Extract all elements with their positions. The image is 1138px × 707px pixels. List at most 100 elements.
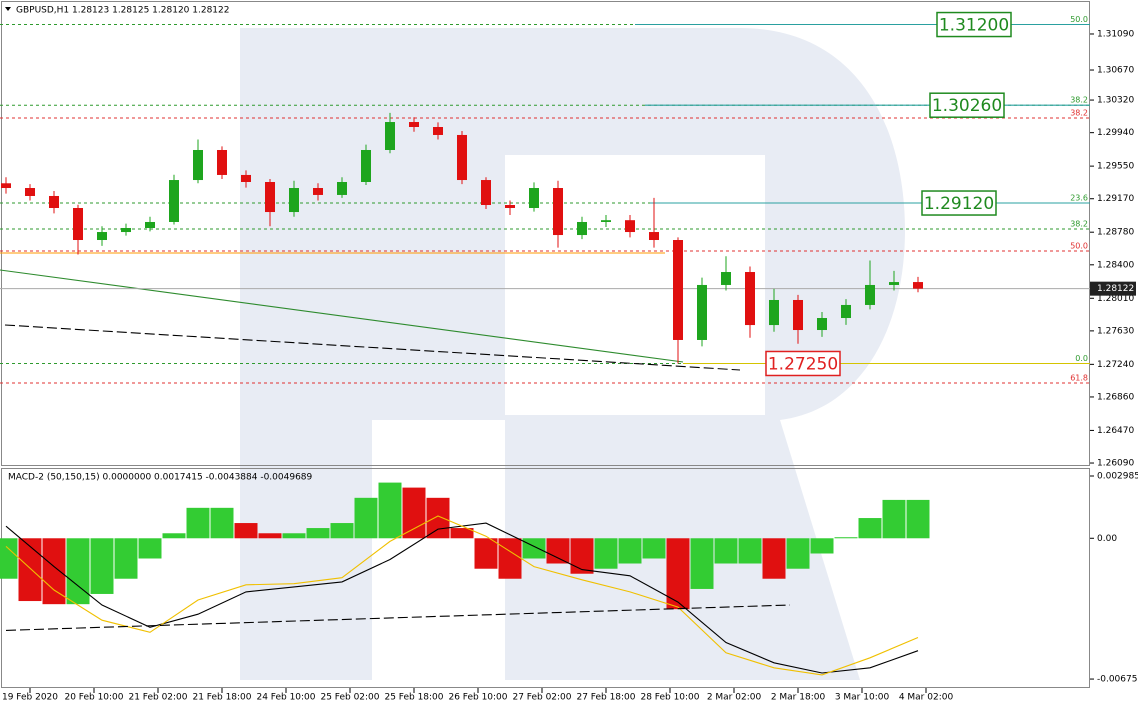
- price-callout-box: [765, 350, 841, 377]
- candle-body: [337, 182, 347, 195]
- x-tick-label: 2 Mar 18:00: [771, 693, 826, 703]
- histogram-bar: [234, 523, 258, 539]
- x-tick-label: 2 Mar 02:00: [707, 693, 762, 703]
- candle-body: [1, 183, 11, 189]
- line: [5, 515, 919, 676]
- candle-body: [313, 188, 323, 195]
- chart-title: GBPUSD,H1 1.28123 1.28125 1.28120 1.2812…: [16, 6, 229, 16]
- histogram-bar: [642, 538, 666, 559]
- histogram-bar: [618, 538, 642, 564]
- histogram-bar: [762, 538, 786, 579]
- histogram-bar: [810, 538, 834, 554]
- last-price-label: 1.28122: [1097, 284, 1134, 294]
- line: [0, 269, 684, 363]
- y-tick-label: 1.26860: [1097, 392, 1134, 402]
- y-tick-label: 1.30320: [1097, 96, 1134, 106]
- price-callout-label: 1.27250: [768, 354, 838, 374]
- price-callout-label: 1.29120: [924, 194, 994, 214]
- histogram-bar: [522, 538, 546, 559]
- histogram-bar: [0, 538, 18, 579]
- candle-body: [505, 204, 515, 209]
- line: [4, 324, 741, 371]
- y-tick-label: 0.00: [1097, 534, 1117, 544]
- fib-label: 38.2: [1070, 220, 1088, 229]
- candle-body: [625, 220, 635, 233]
- x-tick-label: 28 Feb 10:00: [640, 693, 699, 703]
- y-tick-label: 1.26470: [1097, 426, 1134, 436]
- fib-label: 0.0: [1075, 354, 1088, 363]
- y-tick-label: -0.006751: [1097, 675, 1138, 685]
- histogram-bar: [570, 538, 594, 574]
- price-callout-box: [921, 190, 997, 216]
- candle-body: [697, 284, 707, 340]
- y-tick-label: 1.28400: [1097, 260, 1134, 270]
- x-tick-label: 4 Mar 02:00: [899, 693, 954, 703]
- candle-body: [121, 227, 131, 233]
- histogram-bar: [186, 507, 210, 539]
- x-tick-label: 25 Feb 18:00: [384, 693, 443, 703]
- candle-body: [889, 282, 899, 285]
- histogram-bar: [330, 523, 354, 539]
- candle-body: [457, 134, 467, 181]
- price-callout-box: [929, 92, 1005, 118]
- y-tick-label: 1.29940: [1097, 128, 1134, 138]
- candle-body: [25, 188, 35, 196]
- candle-body: [769, 299, 779, 326]
- x-tick-label: 26 Feb 10:00: [448, 693, 507, 703]
- histogram-bar: [714, 538, 738, 564]
- candle-body: [289, 188, 299, 213]
- histogram-bar: [258, 533, 282, 539]
- candle-body: [433, 126, 443, 135]
- histogram-bar: [834, 537, 858, 539]
- fib-label: 38.2: [1070, 96, 1088, 105]
- candle-body: [73, 208, 83, 241]
- histogram-bar: [594, 538, 618, 569]
- candle-body: [793, 299, 803, 331]
- watermark: [240, 28, 905, 680]
- line: [5, 604, 791, 631]
- histogram-bar: [162, 533, 186, 539]
- histogram-bar: [858, 518, 882, 539]
- candle-body: [49, 195, 59, 209]
- candle-body: [217, 149, 227, 175]
- histogram-bar: [450, 528, 474, 539]
- macd-title: MACD-2 (50,150,15) 0.0000000 0.0017415 -…: [8, 473, 313, 483]
- candle-body: [361, 149, 371, 183]
- x-tick-label: 25 Feb 02:00: [320, 693, 379, 703]
- fib-label: 38.2: [1070, 108, 1088, 117]
- y-tick-label: 1.28010: [1097, 294, 1134, 304]
- y-tick-label: 0.0029858: [1097, 472, 1138, 482]
- histogram-bar: [498, 538, 522, 579]
- candle-body: [193, 149, 203, 181]
- histogram-bar: [210, 507, 234, 539]
- candle-body: [145, 221, 155, 228]
- histogram-bar: [426, 497, 450, 539]
- histogram-bar: [474, 538, 498, 569]
- candle-body: [721, 272, 731, 285]
- x-tick-label: 27 Feb 02:00: [512, 693, 571, 703]
- price-callout-label: 1.30260: [932, 96, 1002, 116]
- main-panel-frame: [1, 1, 1090, 466]
- fib-label: 50.0: [1070, 15, 1088, 24]
- candle-body: [409, 122, 419, 127]
- histogram-bar: [402, 487, 426, 539]
- x-tick-label: 21 Feb 18:00: [192, 693, 251, 703]
- y-tick-label: 1.29550: [1097, 162, 1134, 172]
- x-tick-label: 21 Feb 02:00: [128, 693, 187, 703]
- y-tick-label: 1.28780: [1097, 228, 1134, 238]
- fib-label: 23.6: [1070, 194, 1088, 203]
- y-tick-label: 1.31090: [1097, 29, 1134, 39]
- histogram-bar: [882, 499, 906, 539]
- x-tick-label: 3 Mar 10:00: [835, 693, 890, 703]
- histogram-bar: [66, 538, 90, 605]
- last-price-box: [1090, 281, 1136, 296]
- histogram-bar: [786, 538, 810, 569]
- histogram-bar: [306, 528, 330, 539]
- y-tick-label: 1.29170: [1097, 194, 1134, 204]
- histogram-bar: [546, 538, 570, 564]
- candle-body: [601, 220, 611, 222]
- histogram-bar: [354, 497, 378, 539]
- candle-body: [169, 180, 179, 222]
- histogram-bar: [138, 538, 162, 559]
